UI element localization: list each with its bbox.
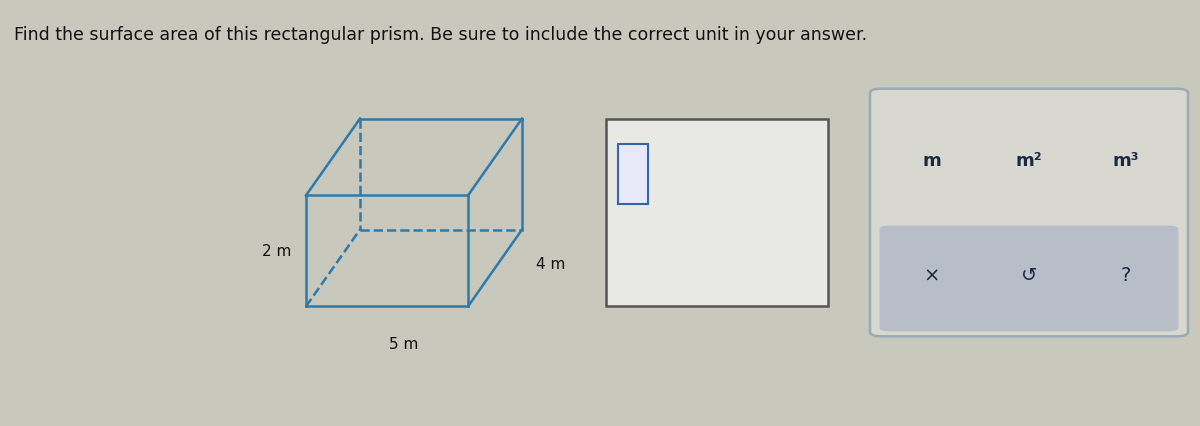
FancyBboxPatch shape [618, 145, 648, 204]
Text: m: m [923, 152, 941, 170]
Text: ↺: ↺ [1021, 265, 1037, 285]
Text: m²: m² [1015, 152, 1043, 170]
Text: ×: × [924, 265, 940, 285]
Text: 4 m: 4 m [536, 256, 565, 272]
Text: m³: m³ [1112, 152, 1139, 170]
FancyBboxPatch shape [880, 226, 1178, 331]
Text: Find the surface area of this rectangular prism. Be sure to include the correct : Find the surface area of this rectangula… [14, 26, 868, 43]
Text: 5 m: 5 m [389, 337, 418, 351]
FancyBboxPatch shape [606, 119, 828, 307]
FancyBboxPatch shape [870, 89, 1188, 337]
Text: ?: ? [1121, 265, 1132, 285]
Text: 2 m: 2 m [263, 244, 292, 259]
